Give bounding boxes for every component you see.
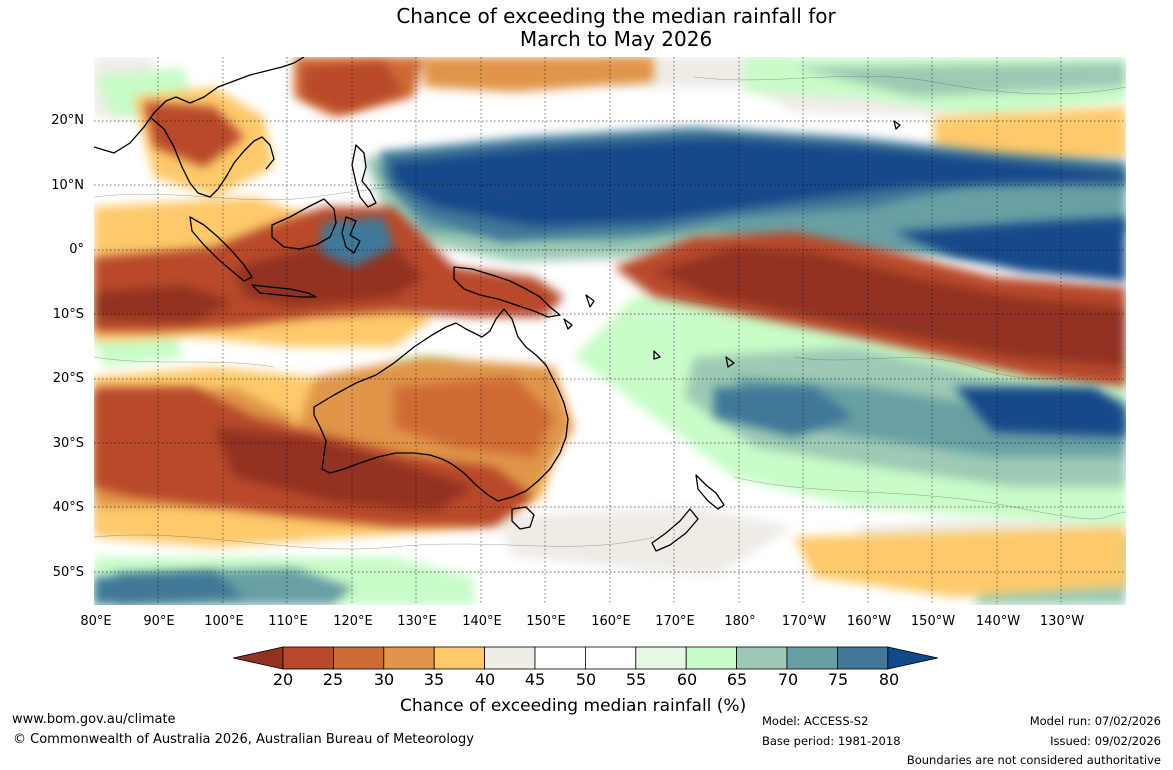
colorbar-segment	[837, 646, 889, 670]
lat-label: 40°S	[52, 500, 84, 515]
lon-label: 130°E	[397, 614, 437, 629]
graticule	[94, 57, 1126, 605]
very-wet-areas	[94, 127, 1126, 605]
lon-label: 150°W	[910, 614, 956, 629]
model-name: Model: ACCESS-S2	[762, 714, 869, 728]
colorbar-tick: 70	[777, 670, 799, 689]
colorbar-tick: 20	[272, 670, 294, 689]
map-title-line2: March to May 2026	[519, 27, 713, 51]
colorbar	[233, 646, 938, 670]
model-run-date: Model run: 07/02/2026	[1029, 714, 1161, 728]
colorbar-segment	[736, 646, 788, 670]
australia-coast	[313, 308, 569, 502]
rainfall-map	[94, 57, 1126, 605]
copyright-text: © Commonwealth of Australia 2026, Austra…	[13, 732, 474, 747]
lon-label: 80°E	[80, 614, 112, 629]
borneo-coast	[271, 198, 337, 250]
sumatra-coast	[189, 216, 253, 282]
boundary-disclaimer: Boundaries are not considered authoritat…	[906, 753, 1161, 767]
very-dry-areas	[94, 62, 1126, 527]
colorbar-tick: 40	[474, 670, 496, 689]
lat-label: 20°N	[51, 113, 84, 128]
colorbar-segment	[635, 646, 687, 670]
philippines-coast	[351, 144, 377, 208]
contour-lines	[94, 75, 1126, 550]
colorbar-tick: 80	[878, 670, 900, 689]
colorbar-extend-high	[887, 646, 938, 670]
colorbar-segment	[282, 646, 334, 670]
lon-label: 90°E	[143, 614, 175, 629]
colorbar-segment	[433, 646, 485, 670]
colorbar-segment	[786, 646, 838, 670]
colorbar-tick: 65	[726, 670, 748, 689]
colorbar-segment	[333, 646, 385, 670]
lon-label: 140°E	[462, 614, 502, 629]
lat-label: 0°	[69, 242, 84, 257]
colorbar-extend-low	[233, 646, 284, 670]
colorbar-tick: 45	[524, 670, 546, 689]
colorbar-tick: 35	[423, 670, 445, 689]
lon-label: 130°W	[1039, 614, 1085, 629]
java-coast	[251, 284, 317, 298]
colorbar-tick: 60	[676, 670, 698, 689]
lon-label: 100°E	[204, 614, 244, 629]
map-title-line1: Chance of exceeding the median rainfall …	[396, 4, 836, 28]
lat-label: 50°S	[52, 565, 84, 580]
asia-coast	[94, 57, 305, 154]
colorbar-segment	[584, 646, 637, 670]
colorbar-segment	[685, 646, 738, 670]
colorbar-segment	[383, 646, 435, 670]
lon-label: 180°	[724, 614, 756, 629]
colorbar-segment	[484, 646, 536, 670]
colorbar-tick: 55	[625, 670, 647, 689]
lat-label: 10°S	[52, 307, 84, 322]
base-period: Base period: 1981-2018	[762, 734, 901, 748]
lat-label: 30°S	[52, 436, 84, 451]
colorbar-label: Chance of exceeding median rainfall (%)	[400, 696, 747, 716]
new-guinea-coast	[453, 266, 561, 318]
lat-label: 20°S	[52, 371, 84, 386]
colorbar-tick: 75	[827, 670, 849, 689]
colorbar-tick: 25	[322, 670, 344, 689]
colorbar-segment	[534, 646, 586, 670]
lon-label: 150°E	[526, 614, 566, 629]
lon-label: 170°W	[781, 614, 827, 629]
colorbar-tick: 50	[575, 670, 597, 689]
lon-label: 170°E	[655, 614, 695, 629]
sulawesi-coast	[341, 216, 361, 254]
colorbar-tick: 30	[373, 670, 395, 689]
issued-date: Issued: 09/02/2026	[1050, 734, 1161, 748]
lon-label: 140°W	[975, 614, 1021, 629]
new-zealand-coast	[695, 474, 725, 510]
lat-label: 10°N	[51, 178, 84, 193]
lon-label: 160°E	[591, 614, 631, 629]
website-link[interactable]: www.bom.gov.au/climate	[12, 712, 176, 727]
lon-label: 110°E	[268, 614, 308, 629]
lon-label: 160°W	[846, 614, 892, 629]
lon-label: 120°E	[333, 614, 373, 629]
